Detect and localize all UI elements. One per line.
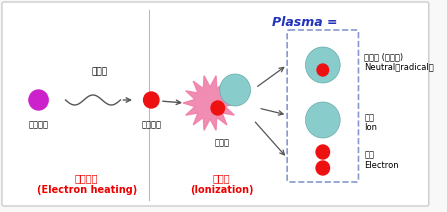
Polygon shape [183,76,237,130]
Text: 고온전자: 고온전자 [141,120,161,129]
Text: 중성종 (활성종): 중성종 (활성종) [364,53,403,61]
Text: 전기장: 전기장 [91,67,107,77]
Text: 전자가열: 전자가열 [75,173,98,183]
Text: 전자: 전자 [364,151,374,159]
Text: Plasma =: Plasma = [272,15,337,28]
Circle shape [29,90,48,110]
Circle shape [143,92,159,108]
Circle shape [316,161,329,175]
Text: (Electron heating): (Electron heating) [37,185,137,195]
Text: 이온: 이온 [364,113,374,123]
FancyBboxPatch shape [2,2,429,206]
Text: Electron: Electron [364,160,399,170]
FancyBboxPatch shape [287,30,358,182]
Circle shape [211,101,224,115]
Text: Ion: Ion [364,124,377,132]
Text: 중성종: 중성종 [214,138,229,147]
Text: 저온전자: 저온전자 [29,120,49,129]
Circle shape [219,74,250,106]
Circle shape [305,47,340,83]
Circle shape [317,64,329,76]
Text: Neutral（radical）: Neutral（radical） [364,63,434,71]
Text: (Ionization): (Ionization) [190,185,253,195]
Circle shape [316,145,329,159]
Circle shape [305,102,340,138]
Text: 이온화: 이온화 [213,173,231,183]
